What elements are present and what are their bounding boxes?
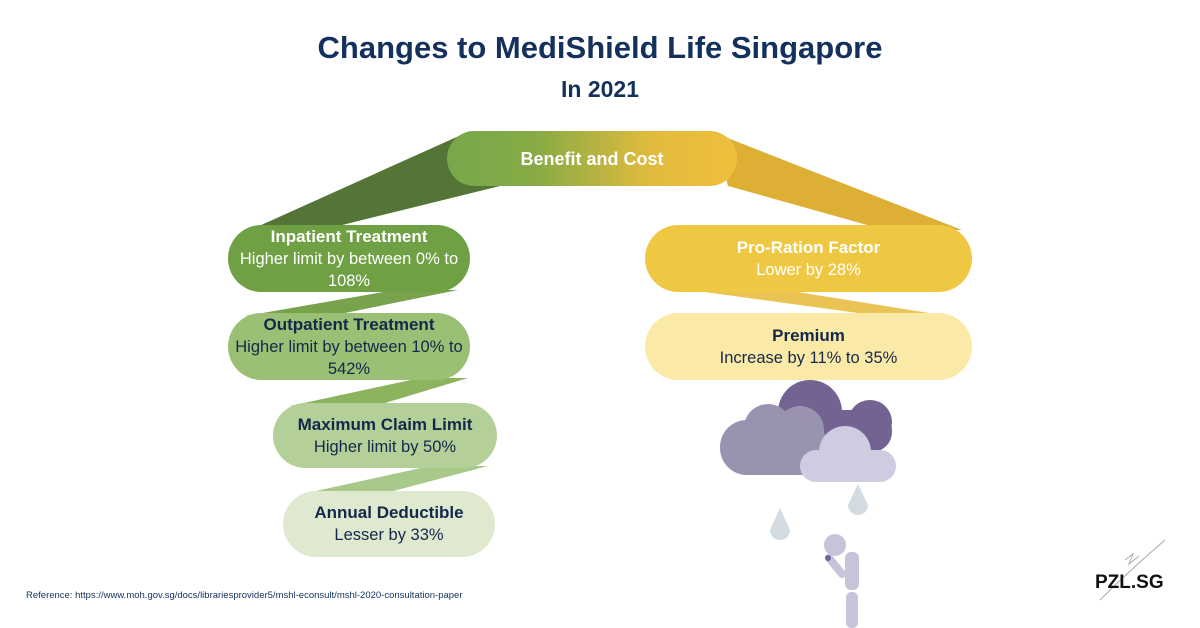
root-node-benefit-and-cost: Benefit and Cost <box>447 131 737 186</box>
rain-cloud-illustration <box>720 380 896 628</box>
node-annual-deductible: Annual Deductible Lesser by 33% <box>283 491 495 557</box>
node-outpatient-treatment: Outpatient Treatment Higher limit by bet… <box>228 313 470 380</box>
ribbon-to-proration <box>715 133 962 230</box>
node-detail: Increase by 11% to 35% <box>719 348 898 367</box>
node-maximum-claim-limit: Maximum Claim Limit Higher limit by 50% <box>273 403 497 468</box>
node-detail: Lesser by 33% <box>334 526 444 544</box>
node-detail: Lower by 28% <box>756 260 861 279</box>
ribbon-outpatient-maxclaim <box>290 378 468 406</box>
ribbon-maxclaim-deductible <box>302 466 488 494</box>
node-heading: Premium <box>772 325 845 345</box>
node-heading: Maximum Claim Limit <box>297 414 473 434</box>
node-premium: Premium Increase by 11% to 35% <box>645 313 972 380</box>
node-pro-ration-factor: Pro-Ration Factor Lower by 28% <box>645 225 972 292</box>
ribbon-inpatient-outpatient <box>245 290 458 316</box>
page-subtitle: In 2021 <box>561 76 639 102</box>
node-detail: Higher limit by between 10% to 542% <box>235 337 463 378</box>
node-label: Benefit and Cost <box>520 148 664 169</box>
node-heading: Annual Deductible <box>314 503 464 522</box>
reference-text: Reference: https://www.moh.gov.sg/docs/l… <box>26 590 463 601</box>
node-inpatient-treatment: Inpatient Treatment Higher limit by betw… <box>228 225 470 292</box>
node-heading: Pro-Ration Factor <box>736 237 881 257</box>
logo-signature-mark <box>1099 539 1166 601</box>
node-detail: Higher limit by 50% <box>313 437 457 456</box>
node-heading: Outpatient Treatment <box>263 314 435 334</box>
node-heading: Inpatient Treatment <box>270 226 428 246</box>
logo: PZL.SG <box>1095 572 1164 593</box>
ribbon-proration-premium <box>690 290 948 316</box>
page-title: Changes to MediShield Life Singapore <box>317 30 883 65</box>
node-detail: Higher limit by between 0% to 108% <box>239 249 459 290</box>
ribbon-to-inpatient <box>250 131 500 230</box>
